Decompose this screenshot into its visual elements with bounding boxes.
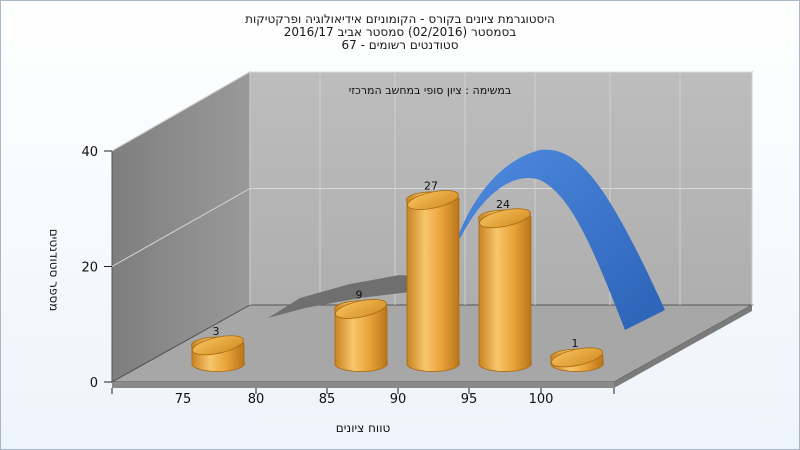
bar: 3 [191,325,245,372]
bar-top [551,347,603,368]
y-axis-ticks: 0 20 40 [81,145,112,391]
curve-gray-segment [268,275,412,318]
distribution-curve [268,149,665,330]
bar-value-label: 3 [213,325,220,338]
floor-front-edge [112,382,614,388]
grid-lines [111,71,753,305]
bar-top [479,208,531,229]
bar-value-label: 9 [356,289,363,302]
curve-blue-segment [455,149,665,330]
floor-right-edge [614,305,752,388]
chart-title: היסטוגרמת ציונים בקורס - הקומוניזם אידיא… [245,12,555,26]
y-tick-label: 20 [81,261,98,276]
y-tick-label: 0 [90,376,98,391]
bar-top [192,335,244,356]
x-tick-label: 80 [248,392,265,407]
bar-top [335,299,387,319]
bar-body [406,191,460,372]
bar-value-label: 24 [496,198,510,211]
x-axis-label: טווח ציונים [336,421,391,435]
y-axis-label: מספר סטודנטים [47,229,61,312]
x-tick-label: 90 [390,392,407,407]
bar-value-label: 1 [572,337,579,350]
chart-annotation: במשימה : ציון סופי במחשב המרכזי [349,84,512,97]
y-tick-label: 40 [81,145,98,160]
x-tick-label: 85 [319,392,336,407]
bar-top [407,190,459,210]
grid-line-left-wall [111,188,251,267]
bar-value-label: 27 [424,180,438,193]
x-tick-label: 100 [529,392,554,407]
grid-line-left-wall [111,71,251,152]
chart-subtitle-semester: בסמסטר (02/2016) סמסטר אביב 2016/17 [283,25,517,39]
x-tick-label: 75 [175,392,192,407]
bar-body [478,209,532,372]
bar: 24 [478,198,532,372]
x-axis-ticks: 75 80 85 90 95 100 [111,388,615,407]
chart-subtitle-students: סטודנטים רשומים - 67 [341,38,459,52]
bars-group: 3 9 27 24 1 [191,180,604,372]
x-tick-label: 95 [461,392,478,407]
bar: 9 [334,289,388,372]
bar: 27 [406,180,460,372]
bar: 1 [550,337,604,372]
